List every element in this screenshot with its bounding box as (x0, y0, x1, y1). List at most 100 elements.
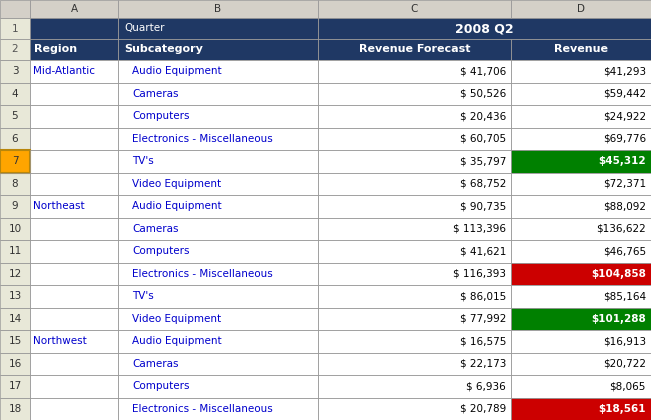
Bar (318, 60, 511, 82)
Bar (30, 307, 118, 330)
Bar (118, 218, 318, 240)
Text: Cameras: Cameras (132, 89, 178, 99)
Bar (318, 150, 511, 173)
Bar (318, 39, 511, 60)
Bar (318, 60, 511, 82)
Bar (511, 39, 651, 60)
Bar (0, 285, 30, 307)
Text: $46,765: $46,765 (603, 246, 646, 256)
Bar (318, 352, 511, 375)
Text: Computers: Computers (132, 381, 189, 391)
Bar (30, 39, 118, 60)
Bar (0, 375, 30, 397)
Bar (0, 0, 30, 18)
Bar (318, 285, 511, 307)
Bar (118, 128, 318, 150)
Text: $101,288: $101,288 (591, 314, 646, 324)
Bar (511, 262, 651, 285)
Bar (118, 39, 318, 60)
Text: $ 35,797: $ 35,797 (460, 156, 506, 166)
Text: 9: 9 (12, 201, 18, 211)
Bar (30, 60, 118, 82)
Bar (511, 128, 651, 150)
Bar (30, 375, 118, 397)
Text: Quarter: Quarter (124, 24, 165, 34)
Text: Region: Region (34, 45, 77, 55)
Text: Electronics - Miscellaneous: Electronics - Miscellaneous (132, 404, 273, 414)
Text: $8,065: $8,065 (609, 381, 646, 391)
Bar (511, 150, 651, 173)
Bar (318, 105, 511, 128)
Text: B: B (214, 4, 221, 14)
Bar (118, 105, 318, 128)
Bar (30, 195, 118, 218)
Bar (318, 262, 511, 285)
Bar (30, 352, 118, 375)
Bar (30, 82, 118, 105)
Bar (318, 397, 511, 420)
Text: 16: 16 (8, 359, 21, 369)
Bar (118, 18, 318, 39)
Bar (511, 397, 651, 420)
Bar (0, 195, 30, 218)
Text: $ 77,992: $ 77,992 (460, 314, 506, 324)
Bar (318, 39, 511, 60)
Bar (0, 218, 30, 240)
Bar (511, 60, 651, 82)
Bar (118, 150, 318, 173)
Bar (318, 0, 511, 18)
Bar (118, 105, 318, 128)
Bar (0, 352, 30, 375)
Bar (30, 285, 118, 307)
Bar (30, 128, 118, 150)
Bar (511, 128, 651, 150)
Text: 10: 10 (8, 224, 21, 234)
Bar (0, 128, 30, 150)
Bar (0, 307, 30, 330)
Text: 13: 13 (8, 291, 21, 301)
Bar (118, 82, 318, 105)
Bar (318, 128, 511, 150)
Text: Mid-Atlantic: Mid-Atlantic (33, 66, 95, 76)
Text: 17: 17 (8, 381, 21, 391)
Bar (118, 375, 318, 397)
Text: 5: 5 (12, 111, 18, 121)
Bar (0, 240, 30, 262)
Bar (318, 128, 511, 150)
Bar (318, 218, 511, 240)
Bar (30, 105, 118, 128)
Bar (511, 397, 651, 420)
Text: $104,858: $104,858 (591, 269, 646, 279)
Bar (511, 173, 651, 195)
Bar (30, 105, 118, 128)
Text: 4: 4 (12, 89, 18, 99)
Bar (318, 82, 511, 105)
Bar (318, 195, 511, 218)
Text: $ 113,396: $ 113,396 (453, 224, 506, 234)
Bar (318, 330, 511, 352)
Bar (0, 128, 30, 150)
Bar (118, 60, 318, 82)
Text: $ 41,706: $ 41,706 (460, 66, 506, 76)
Bar (30, 352, 118, 375)
Bar (30, 18, 118, 39)
Bar (511, 240, 651, 262)
Bar (0, 285, 30, 307)
Text: 18: 18 (8, 404, 21, 414)
Bar (30, 330, 118, 352)
Text: $ 20,436: $ 20,436 (460, 111, 506, 121)
Bar (118, 173, 318, 195)
Text: 7: 7 (12, 156, 18, 166)
Text: $ 60,705: $ 60,705 (460, 134, 506, 144)
Text: Audio Equipment: Audio Equipment (132, 336, 221, 346)
Bar (30, 128, 118, 150)
Bar (0, 330, 30, 352)
Bar (118, 18, 318, 39)
Bar (0, 397, 30, 420)
Bar (118, 397, 318, 420)
Bar (318, 397, 511, 420)
Bar (118, 39, 318, 60)
Text: Audio Equipment: Audio Equipment (132, 201, 221, 211)
Bar (318, 240, 511, 262)
Text: C: C (411, 4, 418, 14)
